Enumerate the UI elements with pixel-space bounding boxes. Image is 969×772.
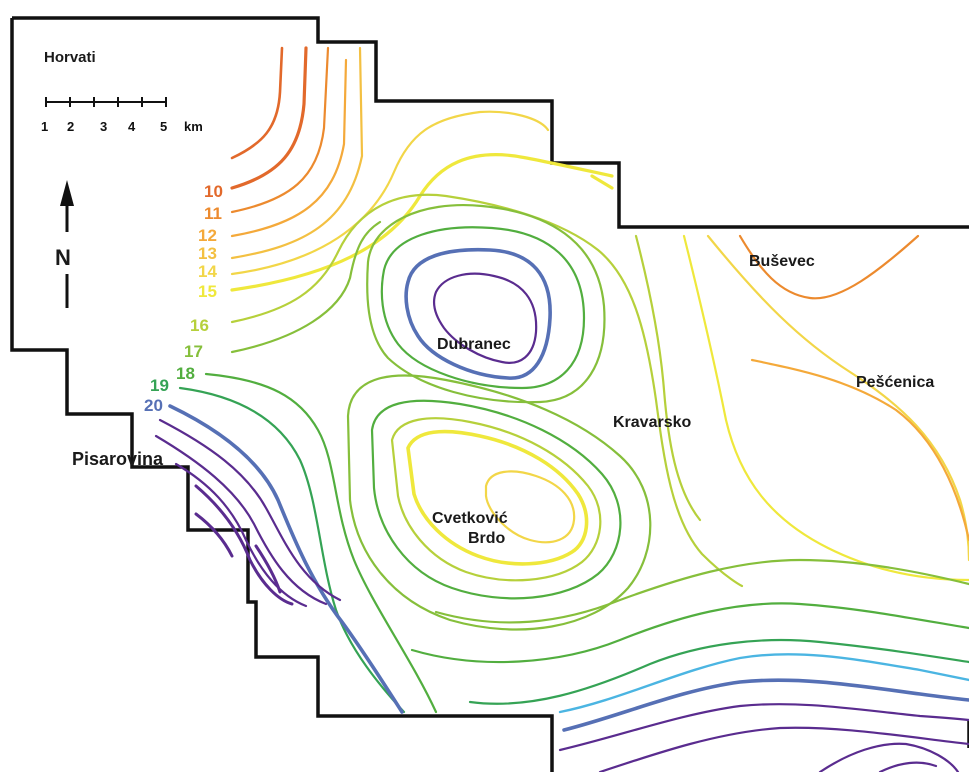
contour-18-west-line <box>204 372 438 714</box>
place-dubranec: Dubranec <box>437 336 511 353</box>
contour-label-12: 12 <box>198 226 217 245</box>
contour-14-line <box>230 110 550 276</box>
contour-labels: 10 11 12 13 14 15 16 17 18 19 20 <box>144 182 223 415</box>
contour-label-14: 14 <box>198 262 217 281</box>
contour-17-ring <box>366 204 606 404</box>
contour-label-20: 20 <box>144 396 163 415</box>
contour-18-south-line <box>410 602 969 664</box>
scale-unit: km <box>184 119 203 134</box>
contour-20-south-line <box>562 678 969 732</box>
contour-16-line <box>230 193 744 588</box>
contour-15-east-line <box>682 234 969 582</box>
scale-bar: 1 2 3 4 5 km <box>41 97 203 134</box>
contour-21-line-a <box>158 418 342 602</box>
contour-20-ring <box>404 247 552 380</box>
contour-15b-ring <box>406 429 589 566</box>
contour-21-south-line-d <box>878 761 938 772</box>
contour-label-17: 17 <box>184 342 203 361</box>
contour-12-east-line <box>750 358 969 542</box>
contour-17b-ring <box>346 374 652 631</box>
contour-20-west-line <box>168 404 404 714</box>
contour-14b-ring <box>484 470 576 544</box>
place-pescenica: Pešćenica <box>856 374 934 391</box>
contour-label-19: 19 <box>150 376 169 395</box>
scale-tick-5: 5 <box>160 119 167 134</box>
contour-10-line <box>230 46 284 160</box>
contour-21-line-d <box>194 484 294 606</box>
contour-19-south-line <box>468 638 969 705</box>
contour-18b-ring <box>370 399 622 600</box>
contour-21-south-line-c <box>818 742 960 772</box>
contour-11-busevec-line <box>738 234 920 300</box>
scale-tick-2: 2 <box>67 119 74 134</box>
place-pisarovina: Pisarovina <box>72 449 164 469</box>
contour-11-line <box>230 46 330 214</box>
scale-tick-4: 4 <box>128 119 136 134</box>
north-arrow-label: N <box>55 245 71 270</box>
place-busevec: Buševec <box>749 253 815 270</box>
contour-12-line <box>230 58 348 238</box>
contour-label-11: 11 <box>204 204 222 223</box>
contour-21-line-b <box>154 434 328 606</box>
contour-cyan-line <box>558 653 969 714</box>
contour-13-line <box>230 46 364 260</box>
contour-21-line-c <box>174 462 308 608</box>
contour-21-south-line-b <box>598 726 969 772</box>
scale-tick-3: 3 <box>100 119 107 134</box>
contour-label-18: 18 <box>176 364 195 383</box>
contour-17-west-line <box>230 220 382 354</box>
contour-16-east-line <box>634 234 702 522</box>
contour-15-dash <box>590 174 614 190</box>
map-title: Horvati <box>44 49 96 66</box>
contour-17-south-line <box>434 558 969 624</box>
contour-14-east-line <box>706 234 969 562</box>
contour-15-line <box>230 153 614 292</box>
contour-21-line-e <box>194 512 234 558</box>
contour-label-15: 15 <box>198 282 217 301</box>
contour-19-west-line <box>178 386 406 714</box>
contour-21-south-line-a <box>558 703 969 752</box>
contour-21-ring <box>433 272 538 364</box>
contour-21-line-f <box>254 544 282 594</box>
study-area-boundary <box>10 16 969 772</box>
place-cvetkovic: Cvetković <box>432 510 508 527</box>
contour-16b-ring <box>390 417 602 582</box>
place-kravarsko: Kravarsko <box>613 414 692 431</box>
scale-tick-1: 1 <box>41 119 48 134</box>
contour-lines <box>154 46 969 772</box>
contour-label-16: 16 <box>190 316 209 335</box>
place-brdo: Brdo <box>468 530 506 547</box>
contour-label-13: 13 <box>198 244 217 263</box>
contour-10b-line <box>230 46 308 190</box>
north-arrow-icon: N <box>55 180 74 308</box>
contour-label-10: 10 <box>204 182 223 201</box>
contour-18-ring <box>380 226 586 390</box>
